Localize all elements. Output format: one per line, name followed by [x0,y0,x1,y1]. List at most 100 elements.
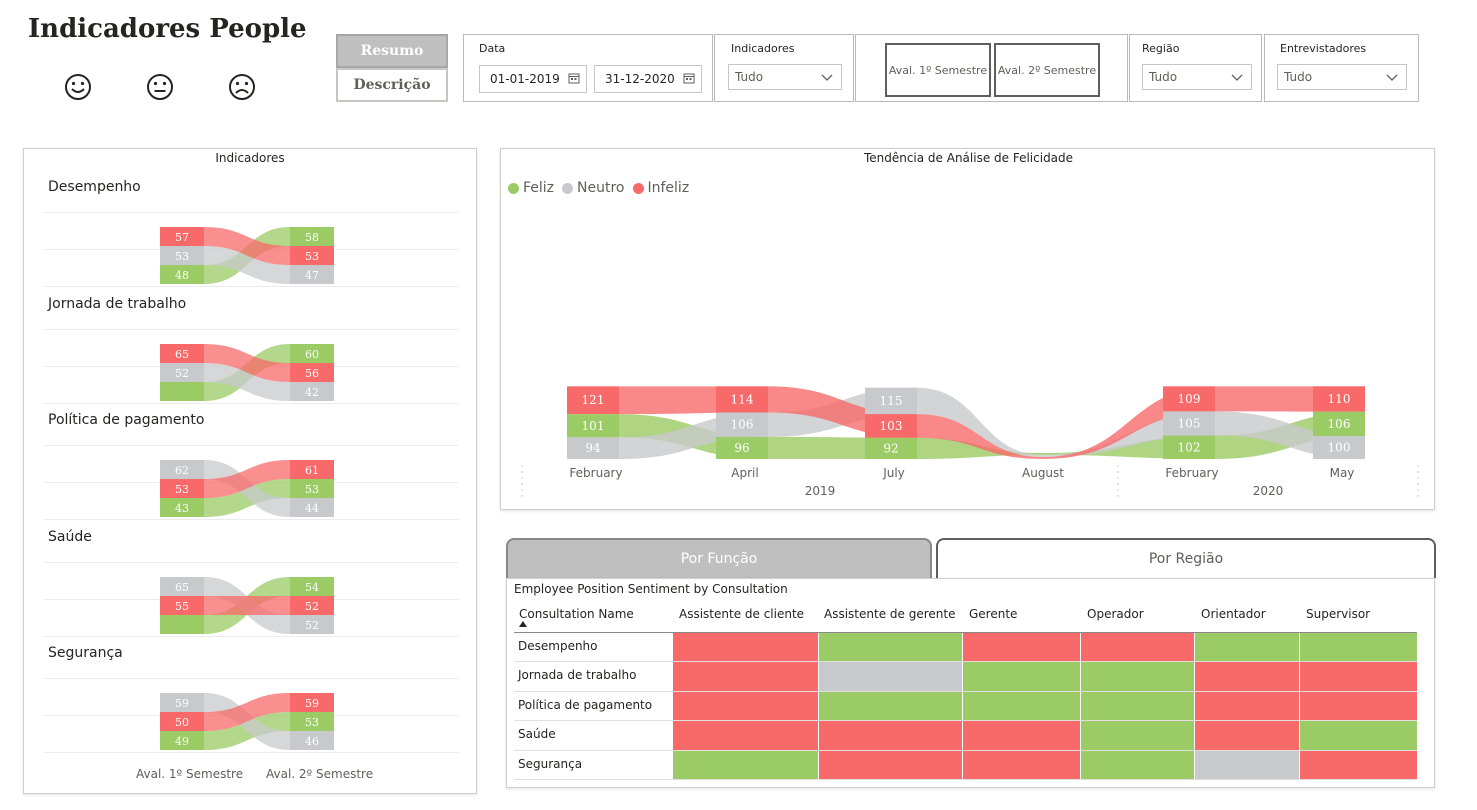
matrix-cell-feliz[interactable] [1300,633,1417,662]
matrix-cell-infeliz[interactable] [1081,633,1194,662]
trend-bar-neutro[interactable] [716,412,768,437]
sem1-button[interactable]: Aval. 1º Semestre [885,43,991,97]
trend-bar-infeliz[interactable] [567,386,619,415]
trend-bar-feliz[interactable] [1163,435,1215,459]
matrix-cell-feliz[interactable] [1081,691,1194,721]
bar-segment-feliz[interactable] [160,498,204,517]
matrix-column-header[interactable]: Assistente de cliente [679,607,805,621]
bar-segment-neutro[interactable] [160,246,204,265]
bar-segment-feliz[interactable] [160,614,204,634]
tab-por-regiao[interactable]: Por Região [936,538,1436,578]
regiao-dropdown[interactable]: Tudo [1142,64,1252,90]
trend-bar-neutro[interactable] [865,387,917,415]
matrix-cell-infeliz[interactable] [1195,721,1299,750]
bar-segment-feliz[interactable] [290,343,334,363]
sort-ascending-icon[interactable] [519,621,527,627]
matrix-cell-infeliz[interactable] [963,633,1080,662]
matrix-cell-infeliz[interactable] [673,662,818,691]
happy-face-button[interactable] [52,64,104,110]
trend-bar-feliz[interactable] [567,414,619,438]
end-date-input[interactable]: 31-12-2020 [594,65,702,93]
matrix-cell-neutro[interactable] [1195,750,1299,779]
matrix-cell-feliz[interactable] [1081,662,1194,691]
bar-segment-neutro[interactable] [160,693,204,712]
bar-segment-neutro[interactable] [290,731,334,750]
bar-segment-infeliz[interactable] [290,362,334,382]
bar-segment-infeliz[interactable] [160,479,204,498]
matrix-cell-infeliz[interactable] [963,750,1080,779]
trend-bar-infeliz[interactable] [1163,386,1215,412]
resumo-button[interactable]: Resumo [336,34,448,68]
bar-segment-feliz[interactable] [290,479,334,498]
matrix-column-header[interactable]: Orientador [1201,607,1266,621]
matrix-cell-infeliz[interactable] [1300,750,1417,779]
matrix-cell-feliz[interactable] [673,750,818,779]
bar-segment-neutro[interactable] [160,460,204,479]
neutral-face-button[interactable] [134,64,186,110]
bar-segment-neutro[interactable] [160,362,204,382]
matrix-cell-infeliz[interactable] [1300,662,1417,691]
trend-bar-neutro[interactable] [567,437,619,459]
bar-segment-neutro[interactable] [290,614,334,634]
bar-segment-infeliz[interactable] [160,712,204,731]
trend-bar-feliz[interactable] [716,436,768,459]
matrix-cell-neutro[interactable] [819,662,962,691]
matrix-cell-infeliz[interactable] [819,750,962,779]
sem2-button[interactable]: Aval. 2º Semestre [994,43,1100,97]
matrix-column-header[interactable]: Operador [1087,607,1144,621]
matrix-row-header[interactable]: Consultation Name [519,607,634,621]
matrix-cell-infeliz[interactable] [1195,691,1299,721]
matrix-cell-feliz[interactable] [1300,721,1417,750]
bar-segment-infeliz[interactable] [160,343,204,363]
sad-face-button[interactable] [216,64,268,110]
bar-segment-feliz[interactable] [290,227,334,246]
bar-segment-infeliz[interactable] [160,595,204,615]
bar-segment-feliz[interactable] [160,731,204,750]
matrix-cell-infeliz[interactable] [1195,662,1299,691]
bar-segment-infeliz[interactable] [290,460,334,479]
matrix-cell-feliz[interactable] [1195,633,1299,662]
matrix-cell-feliz[interactable] [1081,721,1194,750]
trend-bar-feliz[interactable] [1313,411,1365,436]
bar-segment-infeliz[interactable] [290,693,334,712]
matrix-cell-infeliz[interactable] [673,633,818,662]
matrix-cell-infeliz[interactable] [819,721,962,750]
matrix-cell-infeliz[interactable] [673,691,818,721]
matrix-cell-feliz[interactable] [819,691,962,721]
calendar-icon[interactable] [568,72,580,84]
bar-segment-feliz[interactable] [290,576,334,596]
matrix-cell-feliz[interactable] [1081,750,1194,779]
matrix-column-header[interactable]: Assistente de gerente [824,607,956,621]
bar-segment-feliz[interactable] [160,381,204,401]
bar-segment-neutro[interactable] [290,265,334,284]
start-date-input[interactable]: 01-01-2019 [479,65,587,93]
matrix-column-header[interactable]: Supervisor [1306,607,1371,621]
tab-por-funcao[interactable]: Por Função [506,538,932,578]
matrix-cell-infeliz[interactable] [673,721,818,750]
bar-segment-infeliz[interactable] [160,227,204,246]
trend-bar-neutro[interactable] [1163,411,1215,436]
matrix-cell-infeliz[interactable] [963,721,1080,750]
bar-segment-infeliz[interactable] [290,246,334,265]
matrix-column-header[interactable]: Gerente [969,607,1018,621]
calendar-icon[interactable] [683,72,695,84]
bar-segment-neutro[interactable] [290,498,334,517]
matrix-cell-feliz[interactable] [963,691,1080,721]
entrevistadores-dropdown[interactable]: Tudo [1277,64,1407,90]
trend-bar-infeliz[interactable] [865,414,917,438]
bar-segment-feliz[interactable] [160,265,204,284]
trend-bar-infeliz[interactable] [716,386,768,413]
matrix-cell-feliz[interactable] [963,662,1080,691]
indicadores-dropdown[interactable]: Tudo [728,64,842,90]
matrix-row-line [514,779,1417,780]
trend-bar-neutro[interactable] [1313,436,1365,459]
matrix-cell-infeliz[interactable] [1300,691,1417,721]
bar-segment-neutro[interactable] [160,576,204,596]
bar-segment-feliz[interactable] [290,712,334,731]
trend-bar-feliz[interactable] [865,437,917,459]
descricao-button[interactable]: Descrição [336,68,448,102]
matrix-cell-feliz[interactable] [819,633,962,662]
trend-bar-infeliz[interactable] [1313,386,1365,412]
bar-segment-neutro[interactable] [290,381,334,401]
bar-segment-infeliz[interactable] [290,595,334,615]
